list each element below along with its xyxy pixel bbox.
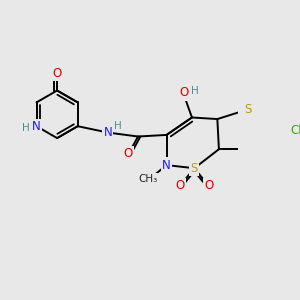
Text: S: S (244, 103, 251, 116)
Text: CH₃: CH₃ (138, 174, 157, 184)
Text: N: N (103, 126, 112, 139)
Text: O: O (124, 148, 133, 160)
Text: H: H (191, 86, 199, 96)
Text: O: O (176, 179, 185, 192)
Text: H: H (22, 123, 29, 133)
Text: O: O (179, 86, 189, 99)
Text: O: O (204, 179, 213, 192)
Text: N: N (32, 120, 41, 133)
Text: Cl: Cl (291, 124, 300, 137)
Text: N: N (162, 159, 171, 172)
Text: H: H (113, 121, 121, 131)
Text: S: S (190, 162, 198, 175)
Text: O: O (52, 67, 62, 80)
